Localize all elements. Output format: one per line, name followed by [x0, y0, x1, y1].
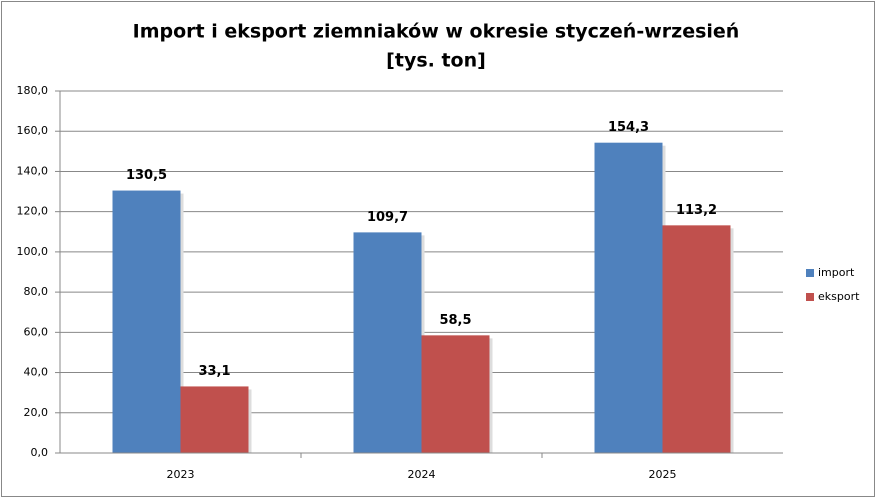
value-label: 113,2: [676, 203, 717, 218]
x-tick-label: 2025: [649, 468, 677, 481]
x-tick-label: 2023: [167, 468, 195, 481]
y-tick-label: 80,0: [24, 285, 49, 298]
y-tick-label: 20,0: [24, 406, 49, 419]
y-tick-label: 140,0: [17, 164, 49, 177]
legend-label: eksport: [818, 290, 860, 303]
y-tick-label: 0,0: [31, 446, 49, 459]
y-tick-label: 120,0: [17, 205, 49, 218]
bar: [112, 190, 181, 454]
y-tick-label: 160,0: [17, 124, 49, 137]
value-label: 33,1: [198, 364, 230, 379]
y-tick-label: 60,0: [24, 325, 49, 338]
chart-title: Import i eksport ziemniaków w okresie st…: [133, 21, 740, 43]
bar: [594, 142, 663, 454]
bar: [662, 225, 731, 453]
legend-swatch: [806, 293, 814, 301]
value-label: 58,5: [439, 313, 471, 328]
legend-label: import: [818, 266, 855, 279]
y-tick-label: 100,0: [17, 245, 49, 258]
value-label: 130,5: [126, 168, 167, 183]
bar: [353, 232, 422, 453]
bar: [180, 386, 249, 453]
legend-swatch: [806, 269, 814, 277]
value-label: 109,7: [367, 210, 408, 225]
y-tick-label: 180,0: [17, 84, 49, 97]
y-tick-label: 40,0: [24, 366, 49, 379]
x-tick-label: 2024: [408, 468, 436, 481]
chart-subtitle: [tys. ton]: [386, 50, 486, 72]
bar: [421, 335, 490, 453]
value-label: 154,3: [608, 120, 649, 135]
